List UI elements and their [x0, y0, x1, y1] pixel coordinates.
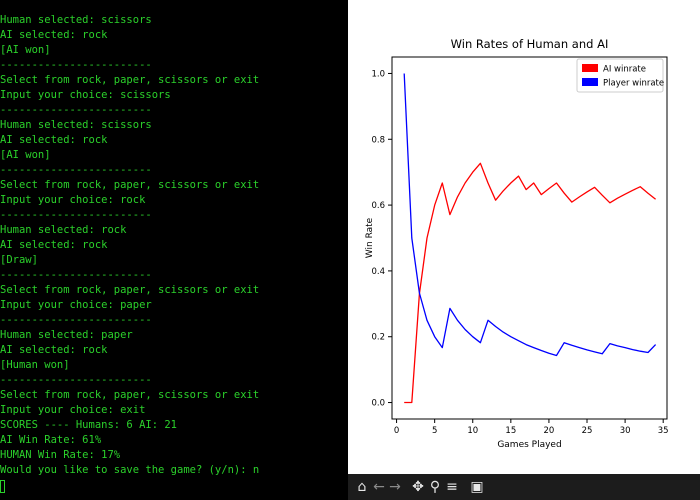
y-tick-label: 1.0 [371, 69, 385, 79]
terminal-line: Human selected: scissors [0, 119, 152, 131]
terminal-window[interactable]: Human selected: scissors AI selected: roc… [0, 0, 348, 500]
configure-subplots-icon[interactable]: ≡ [446, 479, 458, 495]
terminal-line: [AI won] [0, 149, 51, 161]
terminal-line: Select from rock, paper, scissors or exi… [0, 74, 260, 86]
y-tick-label: 0.4 [371, 267, 385, 277]
x-tick-label: 15 [505, 426, 516, 436]
zoom-icon[interactable]: ⚲ [429, 479, 441, 495]
y-tick-label: 0.0 [371, 399, 385, 409]
terminal-line: AI selected: rock [0, 239, 108, 251]
legend-swatch [582, 78, 598, 86]
terminal-line: ------------------------ [0, 314, 152, 326]
x-tick-label: 30 [620, 426, 631, 436]
terminal-line: AI selected: rock [0, 344, 108, 356]
terminal-line: Select from rock, paper, scissors or exi… [0, 284, 260, 296]
legend-box [576, 58, 664, 93]
win-rate-chart: 0 5 10 15 20 25 30 35 0.0 0.2 0.4 0.6 0.8 1.0 Win Ra… [365, 37, 669, 450]
x-axis-label: Games Played [497, 440, 561, 450]
terminal-line: Human selected: rock [0, 224, 127, 236]
legend: AI winrate Player winrate [576, 58, 664, 93]
terminal-line: ------------------------ [0, 269, 152, 281]
terminal-cursor [0, 480, 5, 493]
terminal-line: Input your choice: scissors [0, 89, 171, 101]
x-axis: 0 5 10 15 20 25 30 35 [394, 419, 669, 436]
home-icon[interactable]: ⌂ [357, 479, 367, 495]
y-axis-label: Win Rate [365, 217, 375, 258]
terminal-line: [Draw] [0, 254, 38, 266]
pan-icon[interactable]: ✥ [412, 479, 424, 495]
terminal-line: AI Win Rate: 61% [0, 434, 102, 446]
terminal-line: ------------------------ [0, 374, 152, 386]
y-tick-label: 0.6 [371, 201, 385, 211]
terminal-line: Select from rock, paper, scissors or exi… [0, 389, 260, 401]
terminal-line: ------------------------ [0, 209, 152, 221]
y-tick-label: 0.2 [371, 333, 385, 343]
x-tick-label: 5 [432, 426, 437, 436]
terminal-line: Human selected: scissors [0, 14, 152, 26]
terminal-line: Input your choice: paper [0, 299, 152, 311]
terminal-line: AI selected: rock [0, 29, 108, 41]
forward-arrow-icon[interactable]: → [389, 479, 401, 495]
terminal-line: AI selected: rock [0, 134, 108, 146]
series-layer [403, 73, 657, 404]
terminal-line: ------------------------ [0, 59, 152, 71]
terminal-line: Would you like to save the game? (y/n): … [0, 464, 260, 476]
x-tick-label: 20 [544, 426, 555, 436]
y-tick-label: 0.8 [371, 135, 385, 145]
terminal-line: Human selected: paper [0, 329, 133, 341]
back-arrow-icon[interactable]: ← [373, 479, 385, 495]
terminal-line: Input your choice: rock [0, 194, 146, 206]
axes-frame [391, 56, 668, 420]
x-tick-label: 0 [394, 426, 399, 436]
x-tick-label: 10 [467, 426, 478, 436]
terminal-line: ------------------------ [0, 164, 152, 176]
terminal-line: ------------------------ [0, 104, 152, 116]
figure-toolbar: ⌂ ← → ✥ ⚲ ≡ ▣ [348, 474, 700, 500]
x-tick-label: 35 [658, 426, 669, 436]
chart-title: Win Rates of Human and AI [451, 37, 609, 51]
series-line-1 [403, 73, 657, 357]
x-tick-label: 25 [582, 426, 593, 436]
legend-label: AI winrate [603, 65, 646, 75]
terminal-line: Input your choice: exit [0, 404, 146, 416]
y-axis: 0.0 0.2 0.4 0.6 0.8 1.0 [371, 69, 392, 409]
legend-label: Player winrate [603, 79, 664, 89]
legend-swatch [582, 64, 598, 72]
terminal-line: SCORES ---- Humans: 6 AI: 21 [0, 419, 178, 431]
matplotlib-figure: 0 5 10 15 20 25 30 35 0.0 0.2 0.4 0.6 0.8 1.0 Win Ra… [348, 0, 700, 474]
terminal-line: HUMAN Win Rate: 17% [0, 449, 121, 461]
terminal-line: Select from rock, paper, scissors or exi… [0, 179, 260, 191]
terminal-output: Human selected: scissors AI selected: roc… [0, 13, 259, 478]
terminal-line: [AI won] [0, 44, 51, 56]
save-icon[interactable]: ▣ [470, 479, 484, 495]
terminal-line: [Human won] [0, 359, 70, 371]
series-line-0 [404, 162, 657, 404]
